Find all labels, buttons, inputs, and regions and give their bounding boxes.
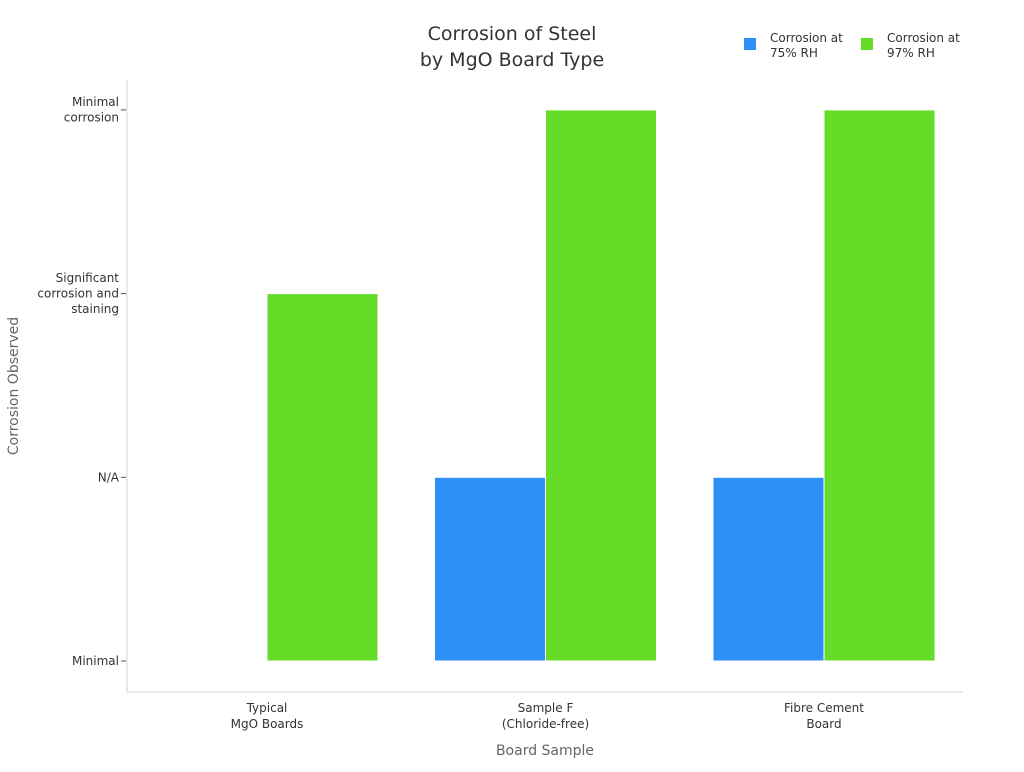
- x-tick-label: Fibre Cement Board: [784, 701, 864, 731]
- y-tick-label: Minimal: [72, 654, 119, 668]
- bar: [545, 109, 657, 662]
- y-tick-label: Significant corrosion and staining: [37, 271, 119, 316]
- bar: [712, 476, 825, 662]
- legend-label: Corrosion at 97% RH: [887, 31, 960, 60]
- chart-title: Corrosion of Steel by MgO Board Type: [420, 23, 604, 71]
- y-tick-label: N/A: [98, 470, 120, 484]
- bar: [266, 293, 379, 662]
- legend-swatch: [861, 38, 873, 50]
- bar: [823, 109, 936, 662]
- x-tick-label: Sample F (Chloride-free): [502, 701, 589, 731]
- x-axis-label: Board Sample: [496, 743, 594, 759]
- y-axis-label: Corrosion Observed: [6, 317, 22, 455]
- bar: [434, 476, 546, 662]
- legend-label: Corrosion at 75% RH: [770, 31, 843, 60]
- y-tick-label: Minimal corrosion: [64, 95, 119, 125]
- x-tick-label: Typical MgO Boards: [231, 701, 304, 731]
- legend-swatch: [744, 38, 756, 50]
